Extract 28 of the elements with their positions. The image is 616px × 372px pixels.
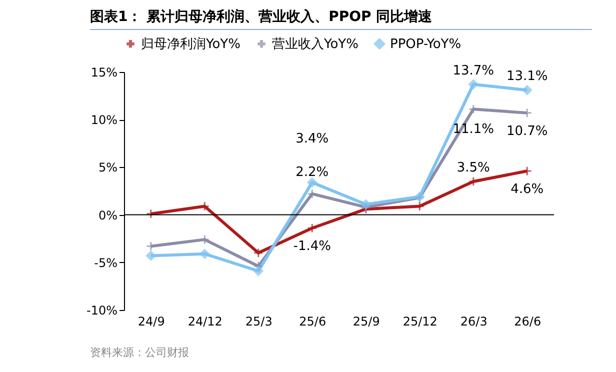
x-tick-label: 25/9 xyxy=(352,314,380,328)
x-tick-label: 24/12 xyxy=(188,314,222,328)
x-tick-label: 25/12 xyxy=(402,314,438,328)
x-tick-label: 25/3 xyxy=(245,314,272,328)
data-label: 3.4% xyxy=(296,131,329,146)
legend-label: 归母净利润YoY% xyxy=(141,36,240,52)
y-tick-label: 15% xyxy=(90,66,118,80)
legend-label: PPOP-YoY% xyxy=(390,36,462,52)
y-tick-label: 5% xyxy=(98,160,118,175)
x-tick-label: 25/6 xyxy=(299,314,326,328)
text: 资料来源：公司财报 xyxy=(90,345,189,360)
y-tick-label: -5% xyxy=(94,256,118,270)
data-label: 11.1% xyxy=(452,122,494,138)
data-label: -1.4% xyxy=(293,239,331,254)
data-label: 10.7% xyxy=(506,124,548,139)
y-tick-label: 10% xyxy=(90,113,118,128)
data-label: 2.2% xyxy=(296,164,329,180)
data-label: 13.1% xyxy=(506,69,548,84)
data-label: 3.5% xyxy=(456,160,490,176)
y-tick-label: 0% xyxy=(98,208,118,222)
x-tick-label: 26/6 xyxy=(514,314,542,328)
legend-label: 营业收入YoY% xyxy=(272,36,358,52)
x-tick-label: 26/3 xyxy=(460,314,488,328)
data-label: 4.6% xyxy=(510,182,544,198)
y-tick-label: -10% xyxy=(86,304,118,318)
chart-title: 图表1： 累计归母净利润、营业收入、PPOP 同比增速 xyxy=(90,8,592,30)
data-label: 13.7% xyxy=(452,63,494,78)
x-tick-label: 24/9 xyxy=(138,314,165,328)
